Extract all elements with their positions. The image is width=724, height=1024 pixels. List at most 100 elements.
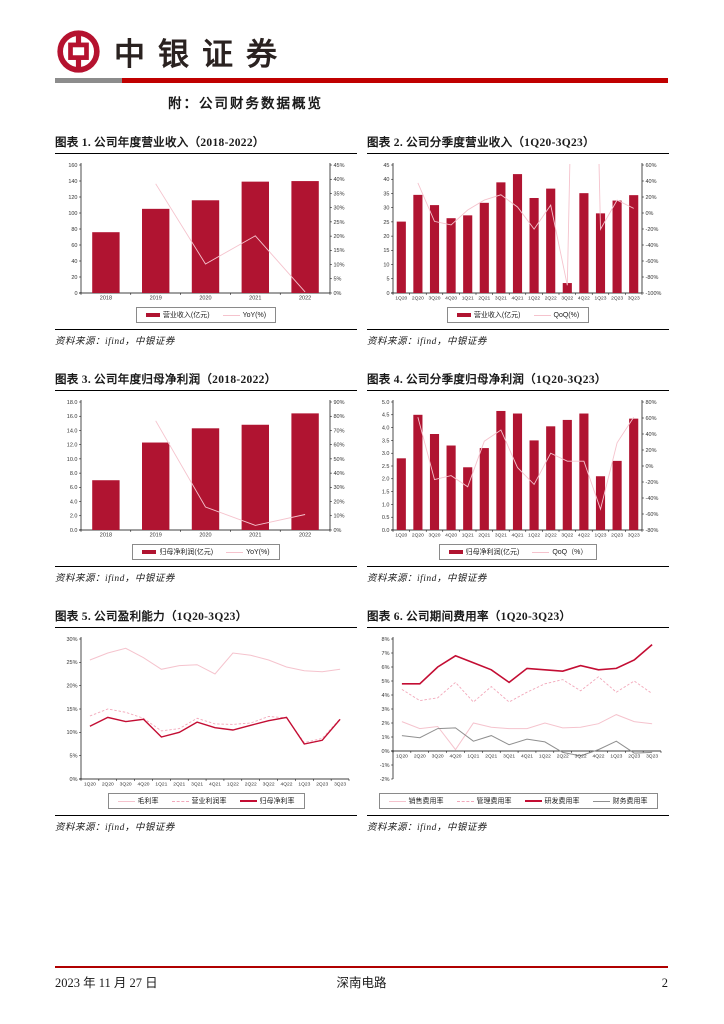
svg-text:140: 140 [68,179,77,185]
figure-6: 图表 6. 公司期间费用率（1Q20-3Q23） 8% 7% 6% 5% 4% 3% 2% 1… [367,608,669,833]
header-rule-red [122,78,668,83]
svg-text:2Q23: 2Q23 [628,754,640,760]
svg-text:3Q21: 3Q21 [191,782,203,788]
svg-text:2019: 2019 [150,296,162,302]
svg-text:20%: 20% [646,195,657,201]
legend-label: 归母净利率 [259,798,295,805]
svg-text:4Q21: 4Q21 [512,296,524,302]
svg-text:1.0: 1.0 [382,502,390,508]
svg-text:-60%: -60% [646,512,659,518]
svg-text:2Q22: 2Q22 [557,754,569,760]
figure-2-chart: 45 40 35 30 25 20 15 10 5 0 60% 40% 20% 0% -20% -40% -60… [383,163,661,302]
figure-6-chart: 8% 7% 6% 5% 4% 3% 2% 1% 0% -1% -2% 1Q20 2Q20 3Q20 4Q20… [380,637,662,783]
svg-text:2Q22: 2Q22 [545,296,557,302]
svg-text:10.0: 10.0 [67,457,78,463]
figure-2-source: 资料来源：ifind，中银证券 [367,329,669,347]
svg-text:25%: 25% [66,660,77,666]
svg-text:8.0: 8.0 [70,471,78,477]
svg-text:3.0: 3.0 [382,451,390,457]
svg-text:2020: 2020 [199,296,211,302]
svg-text:-80%: -80% [646,275,659,281]
svg-text:60%: 60% [646,416,657,422]
svg-text:5%: 5% [70,754,78,760]
legend-item: 毛利率 [117,796,159,806]
figure-1-source: 资料来源：ifind，中银证券 [55,329,357,347]
svg-text:3Q21: 3Q21 [503,754,515,760]
figure-5-legend: 毛利率 营业利润率 归母净利率 [107,793,305,809]
svg-text:4Q21: 4Q21 [209,782,221,788]
svg-text:-20%: -20% [646,227,659,233]
svg-text:10%: 10% [334,262,345,268]
legend-bar-swatch-icon [145,312,160,318]
legend-label: 归母净利润(亿元) [159,549,214,556]
svg-text:4.5: 4.5 [382,413,390,419]
legend-item: YoY(%) [222,312,266,319]
svg-text:3Q20: 3Q20 [429,533,441,539]
legend-label: 归母净利润(亿元) [465,549,520,556]
footer-date: 2023 年 11 月 27 日 [55,976,158,990]
figure-5-source: 资料来源：ifind，中银证券 [55,815,357,833]
svg-text:2021: 2021 [249,296,261,302]
svg-text:4%: 4% [382,693,390,699]
legend-line-swatch-icon [524,800,542,802]
svg-text:2Q20: 2Q20 [414,754,426,760]
svg-text:14.0: 14.0 [67,428,78,434]
svg-text:40%: 40% [334,471,345,477]
brand: 中银证券 [55,26,668,76]
svg-text:4Q22: 4Q22 [578,296,590,302]
svg-text:40: 40 [71,259,77,265]
svg-text:1Q20: 1Q20 [395,296,407,302]
svg-text:4Q22: 4Q22 [280,782,292,788]
figure-2-legend: 营业收入(亿元) QoQ(%) [446,307,590,323]
svg-text:0: 0 [74,291,77,297]
svg-text:1Q20: 1Q20 [84,782,96,788]
boc-emblem-icon [57,29,100,73]
svg-text:40%: 40% [646,432,657,438]
svg-text:1Q23: 1Q23 [298,782,310,788]
svg-text:3Q22: 3Q22 [561,533,573,539]
svg-text:0: 0 [386,291,389,297]
figure-3-title: 图表 3. 公司年度归母净利润（2018-2022） [55,371,357,391]
legend-item: 管理费用率 [456,796,512,806]
svg-text:30%: 30% [334,485,345,491]
svg-text:10: 10 [383,262,389,268]
svg-text:2.0: 2.0 [70,514,78,520]
svg-text:12.0: 12.0 [67,443,78,449]
svg-text:1Q20: 1Q20 [395,533,407,539]
legend-label: 研发费用率 [544,798,580,805]
svg-text:2Q21: 2Q21 [478,296,490,302]
svg-text:3Q23: 3Q23 [646,754,658,760]
legend-line-swatch-icon [239,800,257,802]
svg-text:2022: 2022 [299,296,311,302]
legend-line-swatch-icon [456,800,474,802]
figure-4-legend: 归母净利润(亿元) QoQ（%） [438,544,598,560]
svg-text:2020: 2020 [199,533,211,539]
svg-text:2Q23: 2Q23 [611,533,623,539]
svg-text:1Q22: 1Q22 [539,754,551,760]
figure-1-title: 图表 1. 公司年度营业收入（2018-2022） [55,134,357,154]
legend-label: 财务费用率 [612,798,648,805]
svg-text:1%: 1% [382,735,390,741]
legend-item: 归母净利润(亿元) [448,547,520,557]
svg-text:4.0: 4.0 [382,426,390,432]
svg-text:0.0: 0.0 [70,528,78,534]
svg-text:20%: 20% [334,234,345,240]
svg-text:0%: 0% [334,291,342,297]
figure-6-legend: 销售费用率 管理费用率 研发费用率 财务费用率 [378,793,658,809]
svg-text:2%: 2% [382,721,390,727]
svg-text:4Q20: 4Q20 [445,296,457,302]
svg-text:3Q20: 3Q20 [120,782,132,788]
svg-text:3Q23: 3Q23 [334,782,346,788]
svg-text:1Q23: 1Q23 [595,296,607,302]
figure-3: 图表 3. 公司年度归母净利润（2018-2022） 18.0 16.0 14.0 1… [55,371,357,584]
svg-text:4Q20: 4Q20 [450,754,462,760]
svg-text:-80%: -80% [646,528,659,534]
legend-line-swatch-icon [226,551,244,553]
legend-label: 营业利润率 [191,798,227,805]
svg-text:4Q21: 4Q21 [512,533,524,539]
svg-text:60%: 60% [646,163,657,169]
legend-item: 研发费用率 [524,796,580,806]
svg-text:70%: 70% [334,428,345,434]
svg-text:0%: 0% [382,749,390,755]
svg-text:0%: 0% [646,464,654,470]
